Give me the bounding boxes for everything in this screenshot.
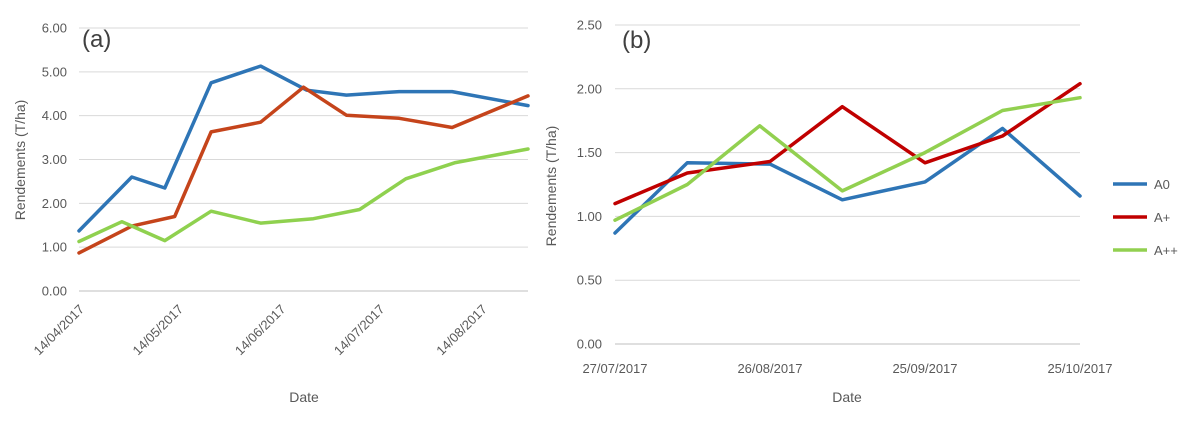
x-tick-label: 25/10/2017 xyxy=(1047,361,1112,376)
chart-panel-1: 0.00 0.50 1.00 1.50 2.00 2.50 27/07/2017 26/08/… xyxy=(543,18,1178,406)
y-tick-label: 6.00 xyxy=(42,21,67,36)
y-axis-label: Rendements (T/ha) xyxy=(543,126,559,247)
chart-panel-0: 0.00 1.00 2.00 3.00 4.00 5.00 6.00 14/04/2017 14… xyxy=(12,21,530,405)
legend-label: A+ xyxy=(1154,210,1170,225)
x-tick-label: 14/07/2017 xyxy=(331,302,388,359)
legend-label: A++ xyxy=(1154,243,1178,258)
series-line-aplusplus xyxy=(613,95,1082,222)
x-tick-label: 25/09/2017 xyxy=(892,361,957,376)
y-tick-label: 4.00 xyxy=(42,108,67,123)
y-tick-label: 3.00 xyxy=(42,152,67,167)
y-tick-label: 5.00 xyxy=(42,64,67,79)
legend-label: A0 xyxy=(1154,177,1170,192)
y-axis-label: Rendements (T/ha) xyxy=(12,100,28,221)
y-tick-label: 2.00 xyxy=(577,81,602,96)
y-tick-label: 0.50 xyxy=(577,273,602,288)
series-line-2 xyxy=(77,147,530,244)
x-tick-label: 14/06/2017 xyxy=(232,302,289,359)
panel-label: (b) xyxy=(622,27,651,54)
series-line-a0 xyxy=(613,126,1082,235)
y-tick-label: 2.50 xyxy=(577,18,602,33)
x-axis-label: Date xyxy=(832,389,862,405)
panel-label: (a) xyxy=(82,26,111,53)
x-tick-label: 14/04/2017 xyxy=(30,302,87,359)
y-tick-label: 0.00 xyxy=(42,284,67,299)
x-tick-label: 27/07/2017 xyxy=(582,361,647,376)
series-line-aplus xyxy=(613,81,1082,206)
y-tick-label: 0.00 xyxy=(577,337,602,352)
series-line-1 xyxy=(77,85,530,255)
x-tick-label: 14/08/2017 xyxy=(433,302,490,359)
y-tick-label: 1.00 xyxy=(42,240,67,255)
y-tick-label: 2.00 xyxy=(42,196,67,211)
y-tick-label: 1.50 xyxy=(577,145,602,160)
x-tick-label: 14/05/2017 xyxy=(130,302,187,359)
y-tick-label: 1.00 xyxy=(577,209,602,224)
x-tick-label: 26/08/2017 xyxy=(737,361,802,376)
series-line-0 xyxy=(77,64,530,233)
x-axis-label: Date xyxy=(289,389,319,405)
